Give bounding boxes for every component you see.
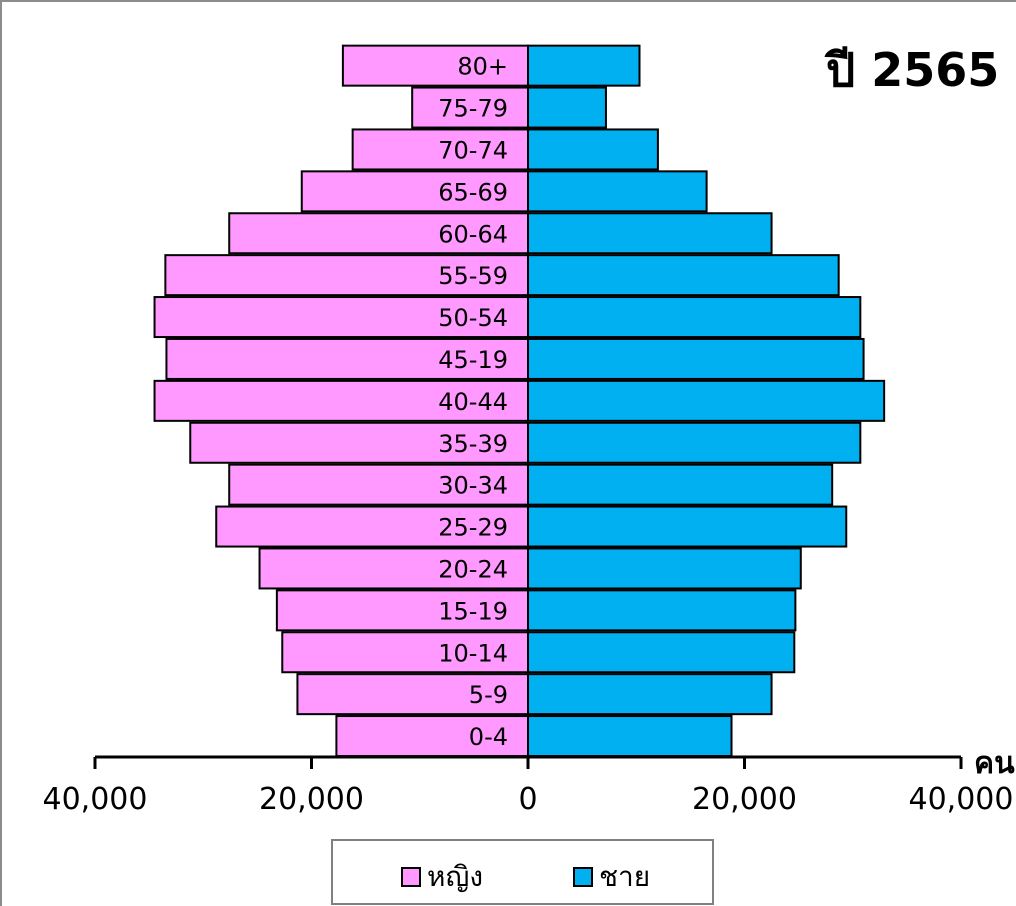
chart-title: ปี 2565 [826, 43, 1000, 97]
age-group-label: 5-9 [469, 681, 508, 709]
age-group-label: 55-59 [438, 262, 508, 290]
x-axis: 40,000 20,000 0 20,000 40,000 [43, 755, 1014, 817]
bar-male-65-69 [527, 170, 708, 213]
bar-male-0-4 [527, 715, 733, 758]
bar-male-60-64 [527, 212, 773, 255]
bar-female-80+ [341, 44, 529, 87]
age-group-label: 80+ [457, 53, 508, 81]
bar-male-80+ [527, 44, 641, 87]
legend-item-male: ชาย [573, 855, 650, 899]
bar-male-75-79 [527, 86, 607, 129]
age-group-label: 0-4 [469, 723, 508, 751]
age-group-label: 30-34 [438, 472, 508, 500]
age-group-label: 60-64 [438, 220, 508, 248]
x-tick-label: 40,000 [43, 782, 148, 817]
age-group-label: 45-19 [438, 346, 508, 374]
bar-male-45-19 [527, 337, 865, 380]
bar-male-35-39 [527, 421, 862, 464]
age-group-label: 15-19 [438, 597, 508, 625]
legend-swatch-male [573, 867, 593, 887]
age-group-label: 20-24 [438, 555, 508, 583]
bar-female-45-19 [165, 337, 529, 380]
bar-female-25-29 [215, 505, 530, 548]
bar-female-75-79 [411, 86, 529, 129]
age-group-label: 10-14 [438, 639, 508, 667]
bar-male-15-19 [527, 589, 797, 632]
bars-layer [153, 44, 886, 758]
age-group-label: 70-74 [438, 136, 508, 164]
x-tick-label: 40,000 [909, 782, 1014, 817]
bar-male-70-74 [527, 128, 659, 171]
bar-female-65-69 [300, 170, 529, 213]
bar-female-55-59 [164, 254, 530, 297]
bar-male-5-9 [527, 673, 773, 716]
age-group-label: 40-44 [438, 388, 508, 416]
bar-male-30-34 [527, 463, 834, 506]
x-tick-label: 0 [518, 782, 537, 817]
bar-male-50-54 [527, 296, 862, 339]
legend-item-female: หญิง [401, 855, 483, 899]
age-group-label: 65-69 [438, 178, 508, 206]
age-group-label: 50-54 [438, 304, 508, 332]
legend-swatch-female [401, 867, 421, 887]
bar-female-0-4 [335, 715, 529, 758]
age-group-labels: 0-4 5-9 10-14 15-19 20-24 25-29 30-34 35-39 40-4… [438, 53, 508, 751]
bar-male-25-29 [527, 505, 848, 548]
bar-female-35-39 [189, 421, 529, 464]
bar-male-20-24 [527, 547, 802, 590]
bar-male-40-44 [527, 379, 886, 422]
x-tick-label: 20,000 [259, 782, 364, 817]
legend-label-male: ชาย [599, 860, 651, 893]
age-group-label: 25-29 [438, 514, 508, 542]
bar-male-10-14 [527, 631, 796, 674]
age-group-label: 35-39 [438, 430, 508, 458]
bar-female-15-19 [275, 589, 529, 632]
x-axis-unit-label: คน [974, 746, 1015, 781]
bar-male-55-59 [527, 254, 840, 297]
age-group-label: 75-79 [438, 95, 508, 123]
legend: หญิง ชาย [331, 839, 714, 905]
legend-label-female: หญิง [427, 860, 483, 893]
x-tick-label: 20,000 [692, 782, 797, 817]
